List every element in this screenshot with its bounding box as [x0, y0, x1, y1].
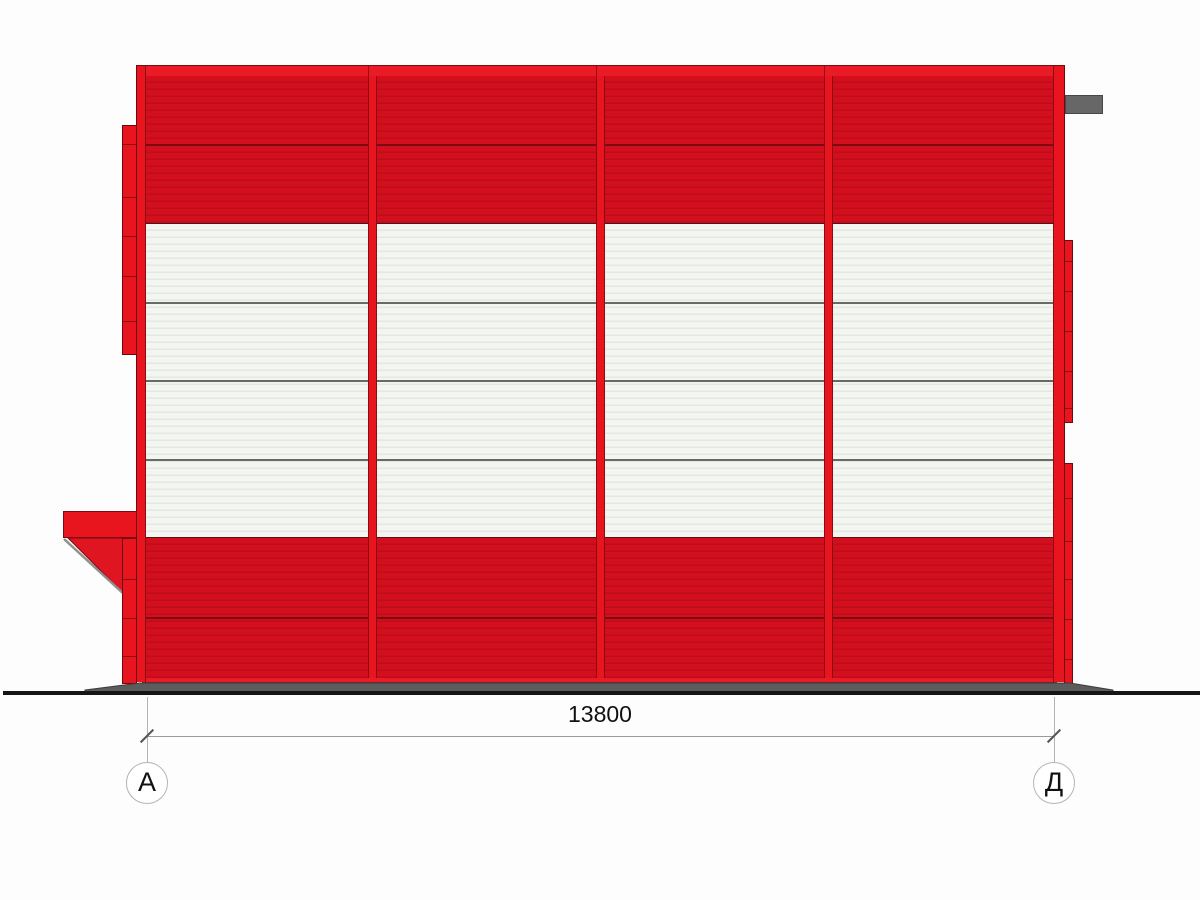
dimension-line	[147, 736, 1054, 737]
fascia-joint	[368, 66, 369, 76]
duct-outlet	[1065, 95, 1103, 114]
fascia-joint	[596, 66, 597, 76]
right-fin-upper	[1064, 240, 1073, 423]
plinth	[84, 682, 1114, 693]
mullion	[368, 76, 377, 678]
dimension-value: 13800	[568, 701, 632, 727]
mullion	[596, 76, 605, 678]
extension-line-right	[1054, 697, 1055, 762]
grid-axis-bubble-left: А	[126, 762, 168, 804]
corner-pilaster-left	[136, 66, 146, 682]
building-facade	[136, 65, 1065, 685]
grid-axis-bubble-right: Д	[1033, 762, 1075, 804]
parapet-top-edge	[136, 65, 1065, 66]
left-pilaster-fin	[122, 125, 137, 355]
fascia-joint	[824, 66, 825, 76]
mullion	[824, 76, 833, 678]
extension-line-left	[147, 697, 148, 762]
right-fin-lower	[1064, 463, 1073, 684]
left-column-lower	[122, 538, 137, 684]
ground-line	[3, 691, 1200, 695]
base-trim	[146, 678, 1053, 682]
